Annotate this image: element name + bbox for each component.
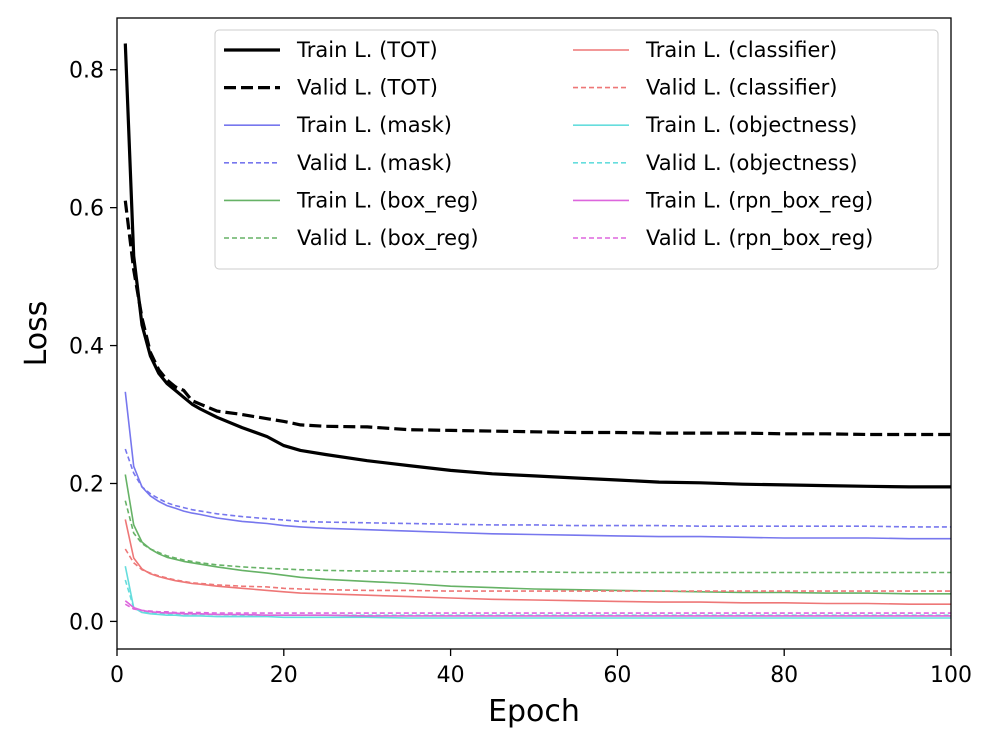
y-tick-label: 0.8 <box>69 59 104 84</box>
x-tick-label: 0 <box>110 663 124 688</box>
legend-label: Train L. (objectness) <box>645 113 857 137</box>
series-line-valid-l-rpn-box-reg <box>124 603 951 614</box>
series-line-train-l-objectness <box>124 566 951 619</box>
legend-label: Train L. (rpn_box_reg) <box>645 188 873 213</box>
x-tick-label: 80 <box>770 663 798 688</box>
series-line-train-l-mask <box>124 391 951 540</box>
y-tick-label: 0.0 <box>69 610 104 635</box>
legend-label: Train L. (box_reg) <box>296 188 478 213</box>
series-line-train-l-classifier <box>124 519 951 606</box>
x-axis-label: Epoch <box>488 694 580 729</box>
y-tick-label: 0.6 <box>69 197 104 222</box>
plot-frame <box>116 17 952 650</box>
x-tick-label: 60 <box>603 663 631 688</box>
legend-label: Train L. (TOT) <box>296 38 438 62</box>
y-tick-label: 0.4 <box>69 335 104 360</box>
series-line-valid-l-objectness <box>124 579 951 617</box>
legend-box <box>214 29 939 270</box>
x-tick-label: 20 <box>270 663 298 688</box>
legend-label: Valid L. (TOT) <box>297 76 438 100</box>
legend-label: Train L. (mask) <box>296 113 452 137</box>
series-line-train-l-tot <box>123 43 951 489</box>
series-line-valid-l-mask <box>124 448 951 528</box>
x-tick-label: 40 <box>437 663 465 688</box>
y-axis-label: Loss <box>19 301 54 367</box>
series-line-train-l-rpn-box-reg <box>124 600 951 617</box>
legend-label: Valid L. (box_reg) <box>297 226 479 251</box>
series-line-valid-l-classifier <box>124 548 951 592</box>
series-line-valid-l-box-reg <box>124 500 951 574</box>
legend-label: Train L. (classifier) <box>645 38 837 62</box>
axes-layer: 0 20 40 60 80 100 0.0 0.2 0.4 0.6 0.8 Epoch Loss <box>19 17 972 729</box>
legend-label: Valid L. (classifier) <box>646 76 837 100</box>
series-layer <box>123 43 951 619</box>
y-tick-label: 0.2 <box>69 472 104 497</box>
x-tick-label: 100 <box>930 663 972 688</box>
series-line-train-l-box-reg <box>124 474 951 595</box>
series-line-valid-l-tot <box>123 200 951 437</box>
legend-label: Valid L. (rpn_box_reg) <box>646 226 873 251</box>
legend-label: Valid L. (mask) <box>297 151 452 175</box>
legend: Train L. (TOT) Valid L. (TOT) Train L. (ma… <box>214 29 939 270</box>
legend-label: Valid L. (objectness) <box>646 151 858 175</box>
